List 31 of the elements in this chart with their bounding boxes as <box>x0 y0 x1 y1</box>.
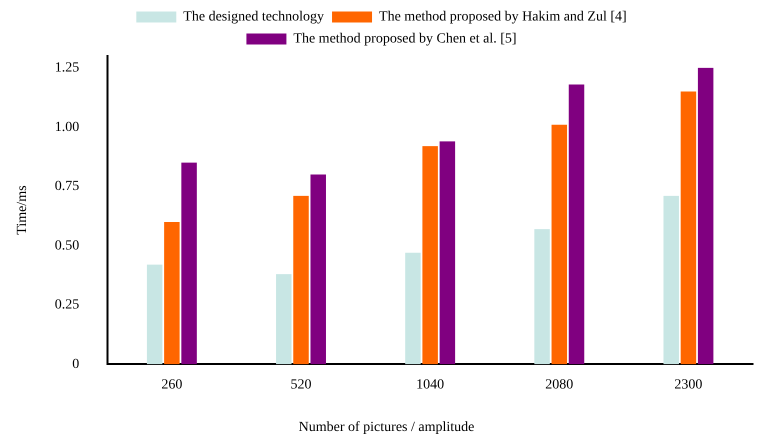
x-axis-title: Number of pictures / amplitude <box>298 420 476 436</box>
y-tick-label: 1.25 <box>54 60 80 76</box>
bar <box>680 92 696 364</box>
bar <box>181 162 197 364</box>
legend-label: The designed technology <box>183 10 324 25</box>
legend-label: The method proposed by Chen et al. [5] <box>293 32 517 47</box>
bar <box>310 174 326 364</box>
x-tick-label: 2080 <box>545 377 574 392</box>
x-tick-label: 2300 <box>674 377 702 392</box>
x-tick-label: 260 <box>161 377 182 392</box>
bar <box>405 252 421 364</box>
bar <box>293 196 309 364</box>
y-tick-label: 1.00 <box>54 120 80 135</box>
x-tick-label: 520 <box>290 377 312 392</box>
bar <box>568 84 584 364</box>
bar <box>440 141 456 364</box>
bar <box>276 274 292 364</box>
bar <box>698 68 714 364</box>
y-tick-label: 0.25 <box>54 298 80 313</box>
bar <box>552 124 568 364</box>
y-tick-label: 0.75 <box>54 179 80 194</box>
bar <box>422 146 438 364</box>
y-tick-label: 0.50 <box>54 238 80 254</box>
x-tick-label: 1040 <box>416 377 444 392</box>
bar <box>164 222 180 364</box>
y-tick-label: 0 <box>72 356 80 372</box>
legend-label: The method proposed by Hakim and Zul [4] <box>379 10 627 25</box>
y-axis-title: Time/ms <box>15 185 30 235</box>
bar <box>663 196 679 364</box>
bar <box>534 229 550 364</box>
bar <box>146 264 162 364</box>
